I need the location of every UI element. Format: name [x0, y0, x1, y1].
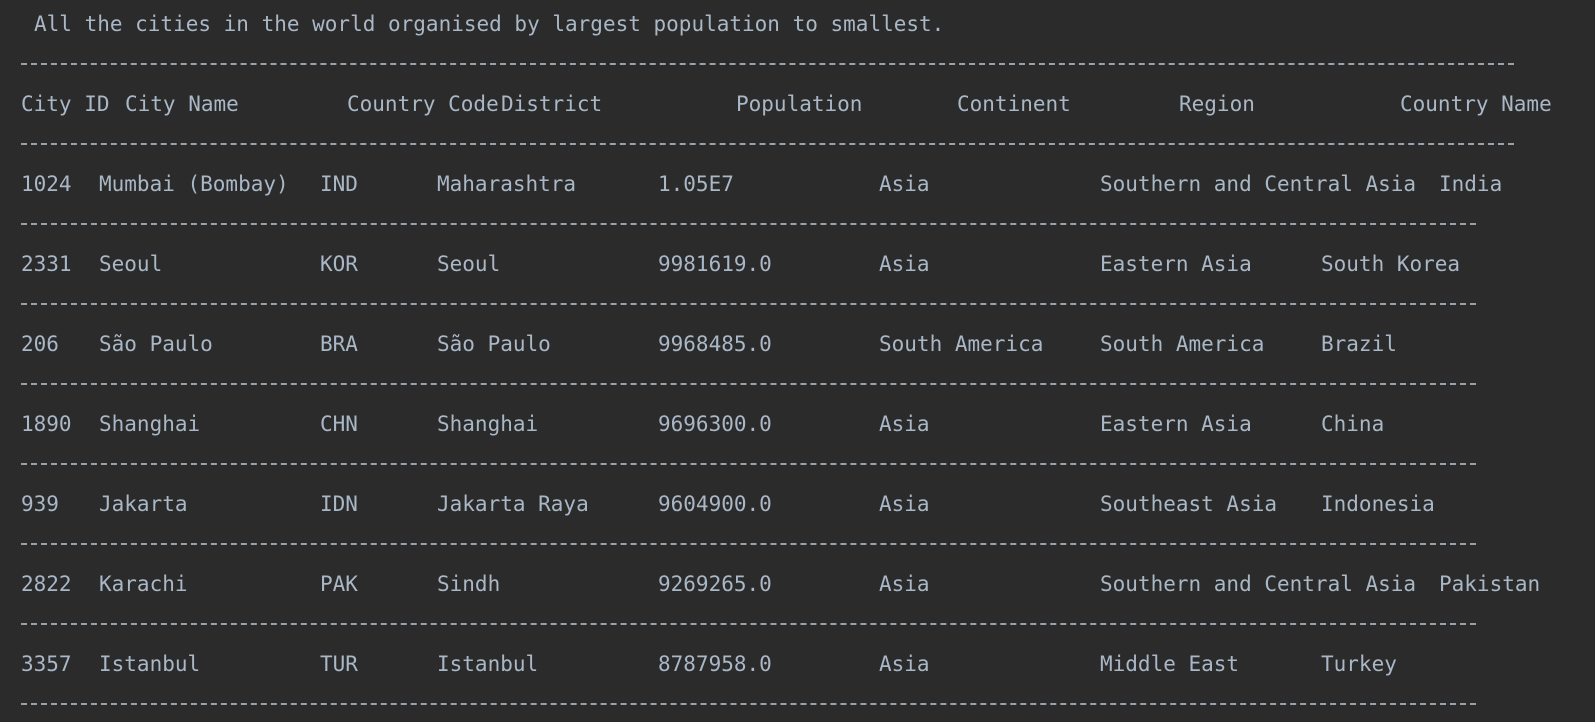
- cell-country-code: BRA: [320, 332, 358, 356]
- separator-line: [21, 543, 1476, 545]
- cell-city-id: 3357: [21, 652, 72, 676]
- cell-population: 9696300.0: [658, 412, 772, 436]
- separator-line: [21, 143, 1514, 145]
- cell-region: Southeast Asia: [1100, 492, 1278, 516]
- cell-continent: Asia: [879, 572, 930, 596]
- cell-country-code: PAK: [320, 572, 358, 596]
- cell-city-name: Istanbul: [99, 652, 201, 676]
- cell-city-id: 939: [21, 492, 59, 516]
- cell-population: 1.05E7: [658, 172, 734, 196]
- cell-country-name: China: [1321, 412, 1385, 436]
- cell-district: São Paulo: [437, 332, 551, 356]
- cell-continent: South America: [879, 332, 1044, 356]
- table-row: 3357 Istanbul TUR Istanbul 8787958.0 Asi…: [21, 651, 1581, 677]
- header-country-name: Country Name: [1400, 92, 1552, 116]
- separator-line: [21, 63, 1514, 65]
- table-row: 206 São Paulo BRA São Paulo 9968485.0 So…: [21, 331, 1581, 357]
- cell-city-id: 1024: [21, 172, 72, 196]
- cell-region: Middle East: [1100, 652, 1240, 676]
- header-country-code: Country Code: [347, 92, 499, 116]
- cell-country-code: TUR: [320, 652, 358, 676]
- cell-continent: Asia: [879, 652, 930, 676]
- cell-continent: Asia: [879, 492, 930, 516]
- cell-city-id: 1890: [21, 412, 72, 436]
- table-row: 2331 Seoul KOR Seoul 9981619.0 Asia East…: [21, 251, 1581, 277]
- header-region: Region: [1179, 92, 1255, 116]
- header-population: Population: [736, 92, 863, 116]
- cell-country-name: Turkey: [1321, 652, 1397, 676]
- separator-line: [21, 463, 1476, 465]
- cell-continent: Asia: [879, 172, 930, 196]
- cell-city-name: São Paulo: [99, 332, 213, 356]
- cell-region: South America: [1100, 332, 1265, 356]
- separator-line: [21, 623, 1476, 625]
- cell-district: Shanghai: [437, 412, 539, 436]
- table-header: City ID City Name Country Code District …: [21, 91, 1581, 117]
- cell-city-name: Seoul: [99, 252, 163, 276]
- cell-region: Eastern Asia: [1100, 412, 1252, 436]
- header-city-id: City ID: [21, 92, 110, 116]
- separator-line: [21, 223, 1476, 225]
- cell-country-name: Pakistan: [1439, 572, 1541, 596]
- cell-country-code: IDN: [320, 492, 358, 516]
- cell-population: 9604900.0: [658, 492, 772, 516]
- cell-district: Seoul: [437, 252, 501, 276]
- cell-district: Istanbul: [437, 652, 539, 676]
- table-row: 939 Jakarta IDN Jakarta Raya 9604900.0 A…: [21, 491, 1581, 517]
- cell-city-id: 2331: [21, 252, 72, 276]
- cell-region: Southern and Central Asia: [1100, 172, 1417, 196]
- table-row: 1890 Shanghai CHN Shanghai 9696300.0 Asi…: [21, 411, 1581, 437]
- cell-district: Sindh: [437, 572, 501, 596]
- cell-city-id: 2822: [21, 572, 72, 596]
- separator-line: [21, 383, 1476, 385]
- cell-population: 9968485.0: [658, 332, 772, 356]
- cell-city-id: 206: [21, 332, 59, 356]
- table-row: 1024 Mumbai (Bombay) IND Maharashtra 1.0…: [21, 171, 1581, 197]
- cell-country-name: Indonesia: [1321, 492, 1435, 516]
- cell-city-name: Shanghai: [99, 412, 201, 436]
- cell-city-name: Mumbai (Bombay): [99, 172, 289, 196]
- cell-country-code: CHN: [320, 412, 358, 436]
- cell-continent: Asia: [879, 412, 930, 436]
- cell-population: 8787958.0: [658, 652, 772, 676]
- cell-country-name: South Korea: [1321, 252, 1461, 276]
- separator-line: [21, 303, 1476, 305]
- separator-line: [21, 703, 1476, 705]
- cell-district: Maharashtra: [437, 172, 577, 196]
- cell-continent: Asia: [879, 252, 930, 276]
- cell-country-name: India: [1439, 172, 1503, 196]
- cell-city-name: Jakarta: [99, 492, 188, 516]
- cell-country-name: Brazil: [1321, 332, 1397, 356]
- header-continent: Continent: [957, 92, 1071, 116]
- cell-population: 9981619.0: [658, 252, 772, 276]
- cell-country-code: IND: [320, 172, 358, 196]
- table-row: 2822 Karachi PAK Sindh 9269265.0 Asia So…: [21, 571, 1581, 597]
- cell-country-code: KOR: [320, 252, 358, 276]
- header-district: District: [501, 92, 603, 116]
- page-title: All the cities in the world organised by…: [34, 12, 945, 36]
- cell-district: Jakarta Raya: [437, 492, 589, 516]
- header-city-name: City Name: [125, 92, 239, 116]
- cell-region: Eastern Asia: [1100, 252, 1252, 276]
- cell-population: 9269265.0: [658, 572, 772, 596]
- cell-city-name: Karachi: [99, 572, 188, 596]
- cell-region: Southern and Central Asia: [1100, 572, 1417, 596]
